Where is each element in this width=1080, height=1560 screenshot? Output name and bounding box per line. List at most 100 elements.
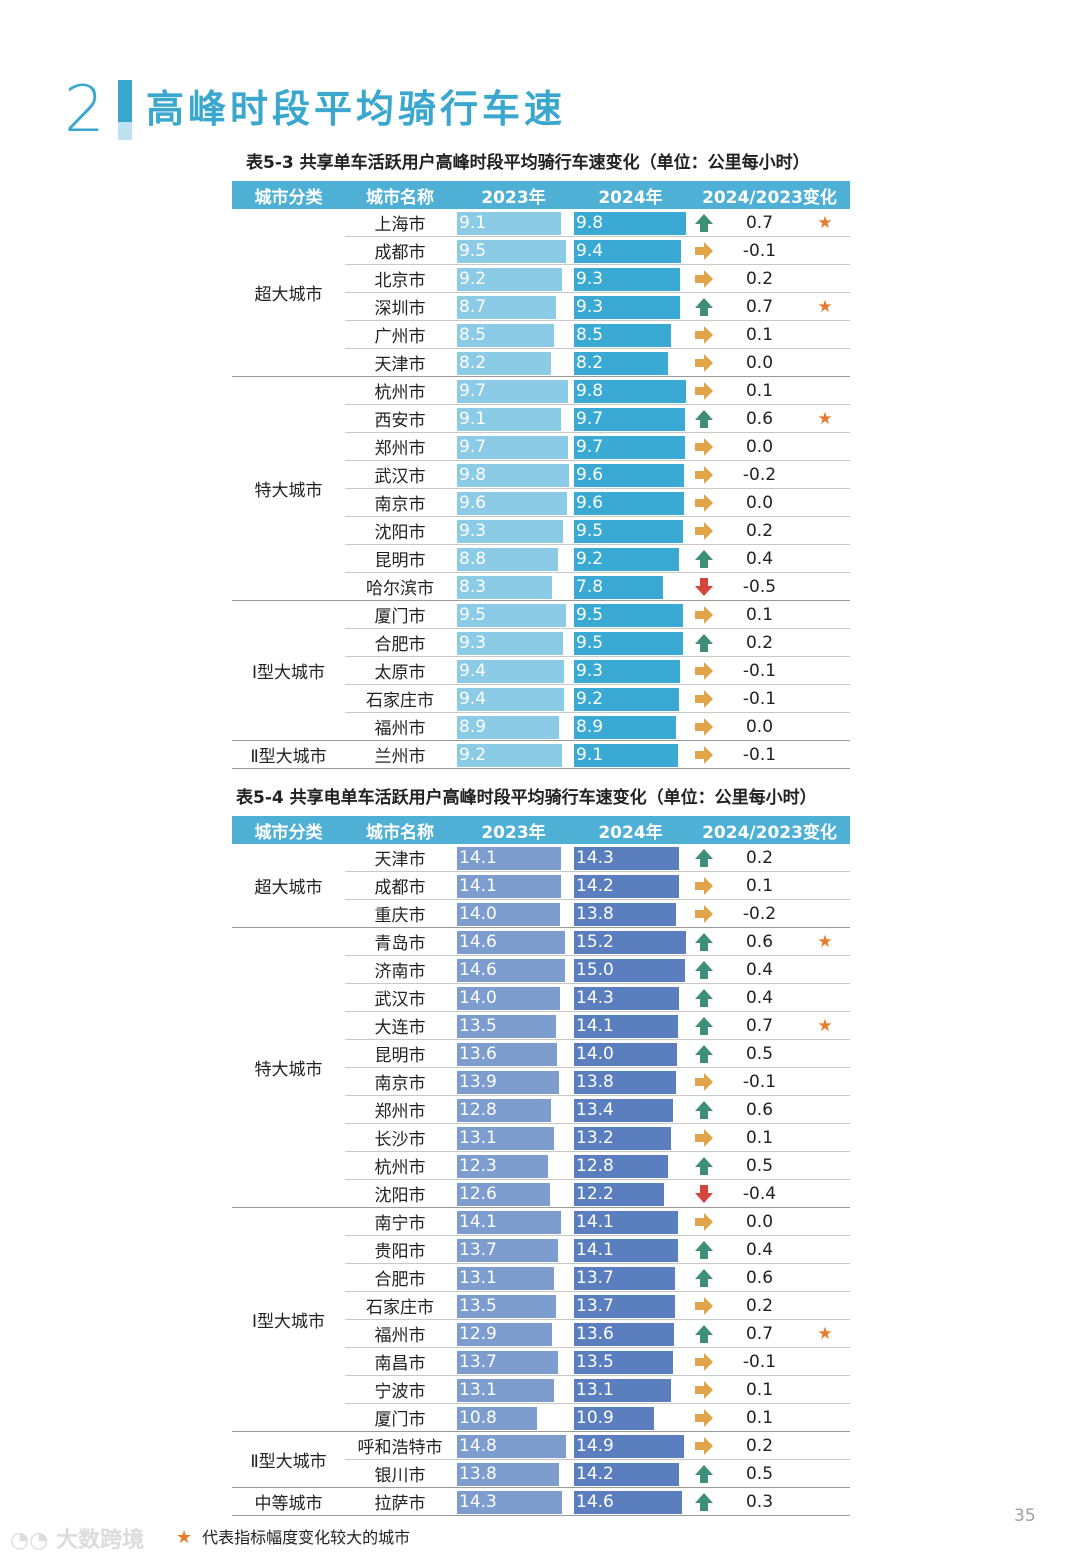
change-value: 0.0 [719,712,800,741]
value-2023-bar [457,1434,566,1458]
change-value: 0.0 [719,348,800,377]
value-2024: 14.2 [576,1463,614,1484]
value-2024-bar [574,1126,671,1150]
value-2023-bar [457,930,565,954]
star-icon [800,1067,851,1096]
value-2023-cell: 12.8 [455,1095,572,1124]
value-2023: 9.7 [459,380,487,401]
table-row: 特大城市 青岛市 14.6 15.2 0.6 ★ [232,927,851,1208]
city-name: 沈阳市 [345,516,455,545]
value-2023: 9.5 [459,240,487,261]
table-row: 贵阳市 13.7 14.1 0.4 [232,1235,851,1264]
value-2023-cell: 9.5 [455,236,572,265]
star-icon [800,871,851,900]
change-value: 0.1 [719,1375,800,1404]
change-value: -0.4 [719,1179,800,1208]
trend-flat-icon [689,1207,719,1236]
value-2024: 12.2 [576,1183,614,1204]
value-2023-bar [457,1210,561,1234]
table-row: 郑州市 9.7 9.7 0.0 [232,432,851,461]
value-2023-cell: 12.3 [455,1151,572,1180]
value-2024-cell: 13.4 [572,1095,689,1124]
table-row: 大连市 13.5 14.1 0.7 ★ [232,1011,851,1040]
value-2024: 8.9 [576,716,604,737]
value-2023: 8.7 [459,296,487,317]
table-row: Ⅰ型大城市 南宁市 14.1 14.1 0.0 [232,1207,851,1432]
value-2024-bar [574,547,679,571]
city-name: 厦门市 [345,1403,455,1432]
value-2024-bar [574,1070,676,1094]
star-icon [800,1123,851,1152]
value-2023: 13.6 [459,1043,497,1064]
value-2023-cell: 8.8 [455,544,572,573]
value-2024-bar [574,1014,678,1038]
star-icon [800,1095,851,1124]
value-2023-bar [457,239,566,263]
value-2024-cell: 14.1 [572,1207,689,1236]
trend-flat-icon [689,1123,719,1152]
trend-flat-icon [689,1347,719,1376]
change-value: 0.7 [719,1011,800,1040]
value-2024-bar [574,1378,671,1402]
value-2023-bar [457,715,559,739]
value-2023: 9.4 [459,660,487,681]
value-2024-cell: 13.5 [572,1347,689,1376]
trend-flat-icon [689,1431,719,1460]
star-icon: ★ [800,927,851,956]
value-2024: 9.6 [576,464,604,485]
value-2023-bar [457,267,562,291]
value-2023: 14.1 [459,875,497,896]
value-2024-cell: 9.2 [572,684,689,713]
value-2024-bar [574,1350,673,1374]
star-icon [800,899,851,928]
value-2023-cell: 9.5 [455,600,572,629]
trend-up-icon [689,844,719,872]
table-row: 武汉市 14.0 14.3 0.4 [232,983,851,1012]
value-2023: 13.7 [459,1351,497,1372]
value-2024-cell: 14.0 [572,1039,689,1068]
value-2024-cell: 14.6 [572,1487,689,1516]
value-2024-bar [574,1322,674,1346]
star-icon [800,1235,851,1264]
city-name: 合肥市 [345,628,455,657]
city-name: 郑州市 [345,432,455,461]
value-2023-bar [457,846,561,870]
trend-up-icon [689,292,719,321]
value-2023-bar [457,631,563,655]
value-2023-bar [457,743,562,767]
value-2024: 14.3 [576,987,614,1008]
value-2024-cell: 9.6 [572,488,689,517]
value-2024-cell: 9.3 [572,264,689,293]
value-2023-bar [457,211,561,235]
value-2024-bar [574,1490,682,1514]
value-2023-bar [457,1182,550,1206]
value-2023-bar [457,1154,548,1178]
value-2023-bar [457,874,561,898]
value-2023: 13.5 [459,1295,497,1316]
city-name: 北京市 [345,264,455,293]
table-row: 银川市 13.8 14.2 0.5 [232,1459,851,1488]
value-2024-bar [574,1434,684,1458]
value-2023: 9.2 [459,268,487,289]
header-2023: 2023年 [455,181,572,209]
city-category: Ⅱ型大城市 [232,740,345,769]
value-2024: 9.3 [576,660,604,681]
value-2023-bar [457,1070,559,1094]
city-name: 深圳市 [345,292,455,321]
value-2024-bar [574,491,684,515]
value-2023-cell: 14.3 [455,1487,572,1516]
change-value: 0.4 [719,1235,800,1264]
change-value: 0.2 [719,1291,800,1320]
trend-flat-icon [689,376,719,405]
value-2024: 14.9 [576,1435,614,1456]
value-2024: 9.5 [576,604,604,625]
city-name: 福州市 [345,712,455,741]
value-2024-bar [574,743,678,767]
value-2024-bar [574,1042,677,1066]
value-2023: 12.3 [459,1155,497,1176]
value-2023: 10.8 [459,1407,497,1428]
city-name: 广州市 [345,320,455,349]
city-category: 特大城市 [232,927,345,1208]
table-row: 超大城市 天津市 14.1 14.3 0.2 [232,844,851,928]
star-icon [800,1179,851,1208]
